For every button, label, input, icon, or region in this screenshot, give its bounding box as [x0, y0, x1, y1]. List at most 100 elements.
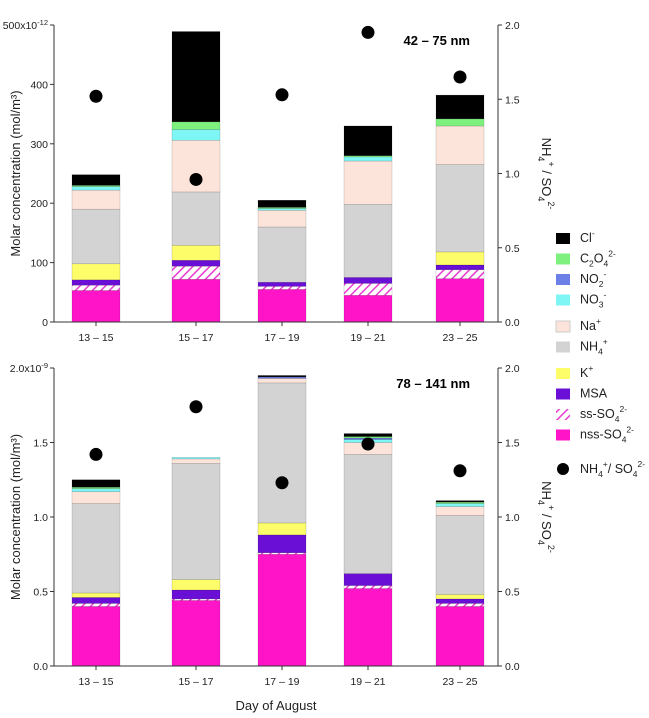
bar-segment-nh4-3	[257, 382, 307, 524]
bar-segment-msa-3	[257, 534, 307, 554]
x-tick-label: 23 – 25	[442, 332, 477, 344]
legend-label-c2o4: C2O42-	[580, 249, 616, 269]
bar-segment-ss-4	[343, 585, 393, 589]
legend-label-no2: NO2-	[580, 269, 606, 289]
y2-tick-label: 1.5	[505, 438, 520, 450]
bar-segment-msa-1	[71, 597, 121, 604]
bar-segment-no3-4	[343, 156, 393, 162]
y-tick-label: 0	[42, 317, 48, 329]
bar-segment-na-1	[71, 491, 121, 504]
ratio-point-3	[275, 88, 289, 102]
bar-segment-msa-4	[343, 277, 393, 284]
bar-segment-na-5	[435, 506, 485, 516]
legend-label-nss: nss-SO42-	[580, 425, 634, 445]
y-tick-label: 1.0	[33, 512, 48, 524]
x-tick-label: 17 – 19	[264, 332, 299, 344]
ratio-point-2	[189, 172, 203, 186]
bar-segment-ss-4	[343, 283, 393, 296]
bar-segment-cl-1	[71, 479, 121, 488]
bar-segment-msa-2	[171, 589, 221, 600]
bar-segment-nss-3	[257, 554, 307, 667]
bar-segment-c2o4-2	[171, 121, 221, 130]
bar-segment-nh4-1	[71, 503, 121, 594]
bar-segment-nh4-2	[171, 191, 221, 246]
bar-segment-nss-1	[71, 606, 121, 667]
chart-panel-1: 0 100 200 300 400 500x10-12 0.0 0.5 1.0 1.5 2.0 13 …	[3, 18, 556, 344]
legend-label-no3: NO3-	[580, 290, 606, 310]
bar-segment-cl-3	[257, 375, 307, 378]
x-tick-label: 17 – 19	[264, 676, 299, 688]
bar-segment-ss-5	[435, 603, 485, 607]
y-tick-label: 2.0x10-9	[10, 361, 48, 375]
bar-segment-ss-5	[435, 269, 485, 279]
ratio-point-4	[361, 437, 375, 451]
bar-segment-k-2	[171, 579, 221, 591]
bar-segment-na-4	[343, 160, 393, 205]
bar-segment-nss-2	[171, 278, 221, 323]
ratio-point-5	[453, 70, 467, 84]
y-axis-label: Molar concentration (mol/m³)	[8, 434, 23, 600]
x-tick-label: 19 – 21	[350, 676, 385, 688]
x-tick-label: 15 – 17	[178, 332, 213, 344]
y2-tick-label: 1.5	[505, 94, 520, 106]
bar-segment-na-2	[171, 458, 221, 464]
legend-label-nh4: NH4+	[580, 337, 608, 357]
bar-segment-msa-5	[435, 264, 485, 270]
y2-tick-label: 0.5	[505, 587, 520, 599]
bar-segment-cl-4	[343, 433, 393, 437]
bar-segment-nh4-2	[171, 463, 221, 580]
bar-segment-na-3	[257, 210, 307, 228]
bar-segment-msa-5	[435, 598, 485, 604]
y2-tick-label: 2.0	[505, 20, 520, 32]
ratio-point-5	[453, 464, 467, 478]
legend-swatch-no2	[556, 274, 570, 285]
bar-segment-k-5	[435, 594, 485, 600]
bar-segment-nss-4	[343, 588, 393, 667]
bar-segment-no3-2	[171, 129, 221, 141]
bar-segment-cl-2	[171, 31, 221, 123]
legend-swatch-nss	[556, 429, 570, 441]
legend-swatch-cl	[556, 233, 570, 244]
y2-tick-label: 1.0	[505, 512, 520, 524]
y2-tick-label: 0.5	[505, 243, 520, 255]
bar-segment-msa-3	[257, 281, 307, 287]
bar-segment-nh4-4	[343, 454, 393, 574]
bar-segment-na-5	[435, 125, 485, 165]
bar-segment-no3-1	[71, 488, 121, 492]
bar-segment-nh4-5	[435, 164, 485, 253]
size-range-label: 78 – 141 nm	[396, 376, 470, 391]
legend-label-msa: MSA	[580, 387, 608, 401]
y-axis-label: Molar concentration (mol/m³)	[8, 90, 23, 256]
legend-swatch-nh4	[556, 341, 570, 353]
bar-segment-ss-3	[257, 286, 307, 290]
bar-segment-cl-5	[435, 500, 485, 503]
legend-swatch-c2o4	[556, 253, 570, 265]
x-axis-label: Day of August	[236, 698, 317, 713]
bar-segment-msa-2	[171, 259, 221, 267]
bar-segment-k-3	[257, 522, 307, 536]
x-tick-label: 13 – 15	[78, 676, 113, 688]
y2-tick-label: 0.0	[505, 661, 520, 673]
bar-segment-nss-5	[435, 606, 485, 667]
y2-tick-label: 2.0	[505, 363, 520, 375]
y-tick-label: 0.0	[33, 661, 48, 673]
bar-segment-nss-5	[435, 278, 485, 323]
legend-swatch-no3	[556, 294, 570, 306]
bar-segment-k-5	[435, 251, 485, 266]
bar-segment-nh4-5	[435, 515, 485, 595]
bar-segment-k-1	[71, 592, 121, 598]
chart-panel-2: 0.0 0.5 1.0 1.5 2.0x10-9 0.0 0.5 1.0 1.5 2.0 13 – …	[8, 361, 556, 713]
bar-segment-nss-4	[343, 295, 393, 323]
legend-ratio-marker	[557, 463, 569, 475]
bar-segment-na-1	[71, 189, 121, 210]
bar-segment-nh4-4	[343, 204, 393, 278]
y2-axis-label: NH4+ / SO42-	[536, 138, 556, 210]
bar-segment-nss-1	[71, 290, 121, 323]
x-tick-label: 13 – 15	[78, 332, 113, 344]
bar-segment-k-1	[71, 263, 121, 281]
bar-segment-cl-1	[71, 174, 121, 186]
x-tick-label: 23 – 25	[442, 676, 477, 688]
ratio-point-4	[361, 25, 375, 39]
bar-segment-msa-4	[343, 573, 393, 586]
